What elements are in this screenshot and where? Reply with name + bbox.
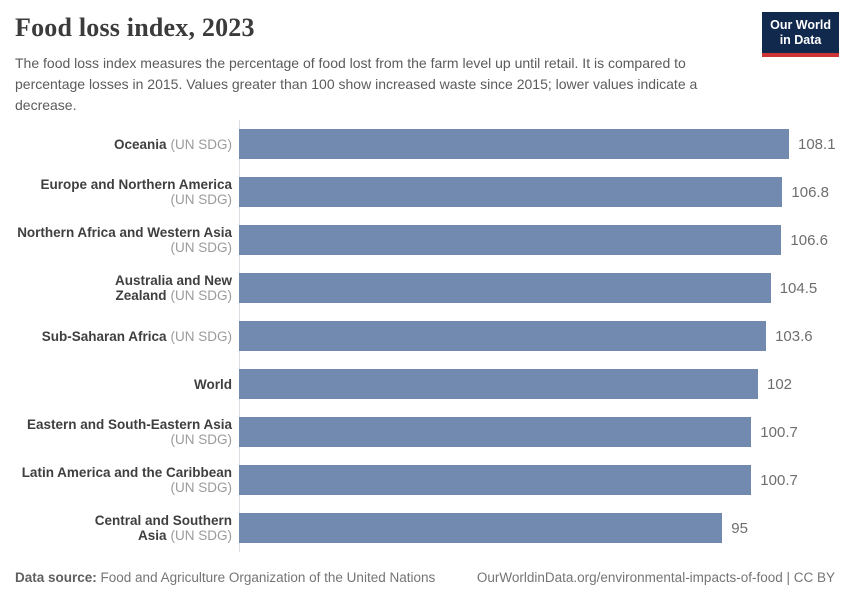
data-source-label: Data source: bbox=[15, 570, 97, 585]
bar bbox=[239, 417, 752, 447]
chart-row: Central and Southern Asia (UN SDG) 95 bbox=[0, 504, 850, 552]
bar-label: Sub-Saharan Africa (UN SDG) bbox=[0, 329, 239, 344]
bar-label-name: Northern Africa and Western Asia bbox=[17, 225, 232, 240]
bar-label: World bbox=[0, 377, 239, 392]
data-source-text: Food and Agriculture Organization of the… bbox=[96, 570, 436, 585]
owid-logo[interactable]: Our World in Data bbox=[762, 12, 839, 57]
bar-value-label: 100.7 bbox=[760, 471, 798, 489]
bar bbox=[239, 513, 723, 543]
bar-label: Eastern and South-Eastern Asia (UN SDG) bbox=[0, 417, 239, 447]
bar-value-label: 102 bbox=[767, 375, 793, 393]
bar-value-label: 95 bbox=[731, 519, 748, 537]
bar-value-label: 100.7 bbox=[760, 423, 798, 441]
bar-label: Oceania (UN SDG) bbox=[0, 137, 239, 152]
owid-logo-line1: Our World bbox=[770, 18, 831, 32]
chart-rows: Oceania (UN SDG) 108.1 Europe and Norther… bbox=[0, 120, 850, 552]
chart-row: Australia and New Zealand (UN SDG) 104.5 bbox=[0, 264, 850, 312]
bar-label-name: Australia and New Zealand bbox=[114, 273, 232, 303]
bar-label-name: Eastern and South-Eastern Asia bbox=[26, 417, 232, 432]
bar-label-qualifier: (UN SDG) bbox=[170, 480, 233, 495]
bar-label-qualifier: (UN SDG) bbox=[170, 136, 233, 152]
chart-row: World 102 bbox=[0, 360, 850, 408]
bar-label-name: Oceania bbox=[113, 136, 167, 152]
bar-value-label: 106.6 bbox=[790, 231, 828, 249]
chart-row: Latin America and the Caribbean (UN SDG) … bbox=[0, 456, 850, 504]
bar-label: Australia and New Zealand (UN SDG) bbox=[0, 273, 239, 303]
bar-label-qualifier: (UN SDG) bbox=[170, 528, 233, 543]
bar bbox=[239, 225, 782, 255]
bar-chart: Oceania (UN SDG) 108.1 Europe and Norther… bbox=[0, 120, 850, 552]
owid-logo-line2: in Data bbox=[779, 33, 822, 47]
bar-label-qualifier: (UN SDG) bbox=[170, 328, 233, 344]
bar-value-label: 106.8 bbox=[791, 183, 829, 201]
bar bbox=[239, 321, 767, 351]
bar-label-name: World bbox=[194, 376, 232, 392]
chart-row: Europe and Northern America (UN SDG) 106.… bbox=[0, 168, 850, 216]
bar-label: Northern Africa and Western Asia (UN SDG) bbox=[0, 225, 239, 255]
chart-row: Eastern and South-Eastern Asia (UN SDG) 1… bbox=[0, 408, 850, 456]
chart-row: Sub-Saharan Africa (UN SDG) 103.6 bbox=[0, 312, 850, 360]
page-title: Food loss index, 2023 bbox=[15, 13, 255, 42]
bar-label-name: Europe and Northern America bbox=[40, 177, 232, 192]
chart-subtitle: The food loss index measures the percent… bbox=[15, 55, 698, 113]
bar bbox=[239, 177, 783, 207]
bar bbox=[239, 129, 789, 159]
bar-label-qualifier: (UN SDG) bbox=[170, 432, 233, 447]
bar-label: Latin America and the Caribbean (UN SDG) bbox=[0, 465, 239, 495]
bar bbox=[239, 369, 758, 399]
chart-row: Oceania (UN SDG) 108.1 bbox=[0, 120, 850, 168]
chart-row: Northern Africa and Western Asia (UN SDG)… bbox=[0, 216, 850, 264]
bar-value-label: 103.6 bbox=[775, 327, 813, 345]
bar-value-label: 108.1 bbox=[798, 135, 836, 153]
chart-footer: Data source: Food and Agriculture Organi… bbox=[15, 570, 835, 585]
bar bbox=[239, 273, 771, 303]
bar-label-name: Latin America and the Caribbean bbox=[21, 465, 232, 480]
bar-label-name: Central and Southern Asia bbox=[94, 513, 232, 543]
bar-label: Europe and Northern America (UN SDG) bbox=[0, 177, 239, 207]
data-source: Data source: Food and Agriculture Organi… bbox=[15, 570, 435, 585]
bar-value-label: 104.5 bbox=[779, 279, 818, 297]
bar-label-qualifier: (UN SDG) bbox=[170, 288, 233, 303]
bar-label: Central and Southern Asia (UN SDG) bbox=[0, 513, 239, 543]
bar-label-name: Sub-Saharan Africa bbox=[41, 328, 167, 344]
owid-url[interactable]: OurWorldinData.org/environmental-impacts… bbox=[476, 570, 835, 585]
bar-label-qualifier: (UN SDG) bbox=[170, 192, 233, 207]
bar bbox=[239, 465, 752, 495]
bar-label-qualifier: (UN SDG) bbox=[170, 240, 233, 255]
